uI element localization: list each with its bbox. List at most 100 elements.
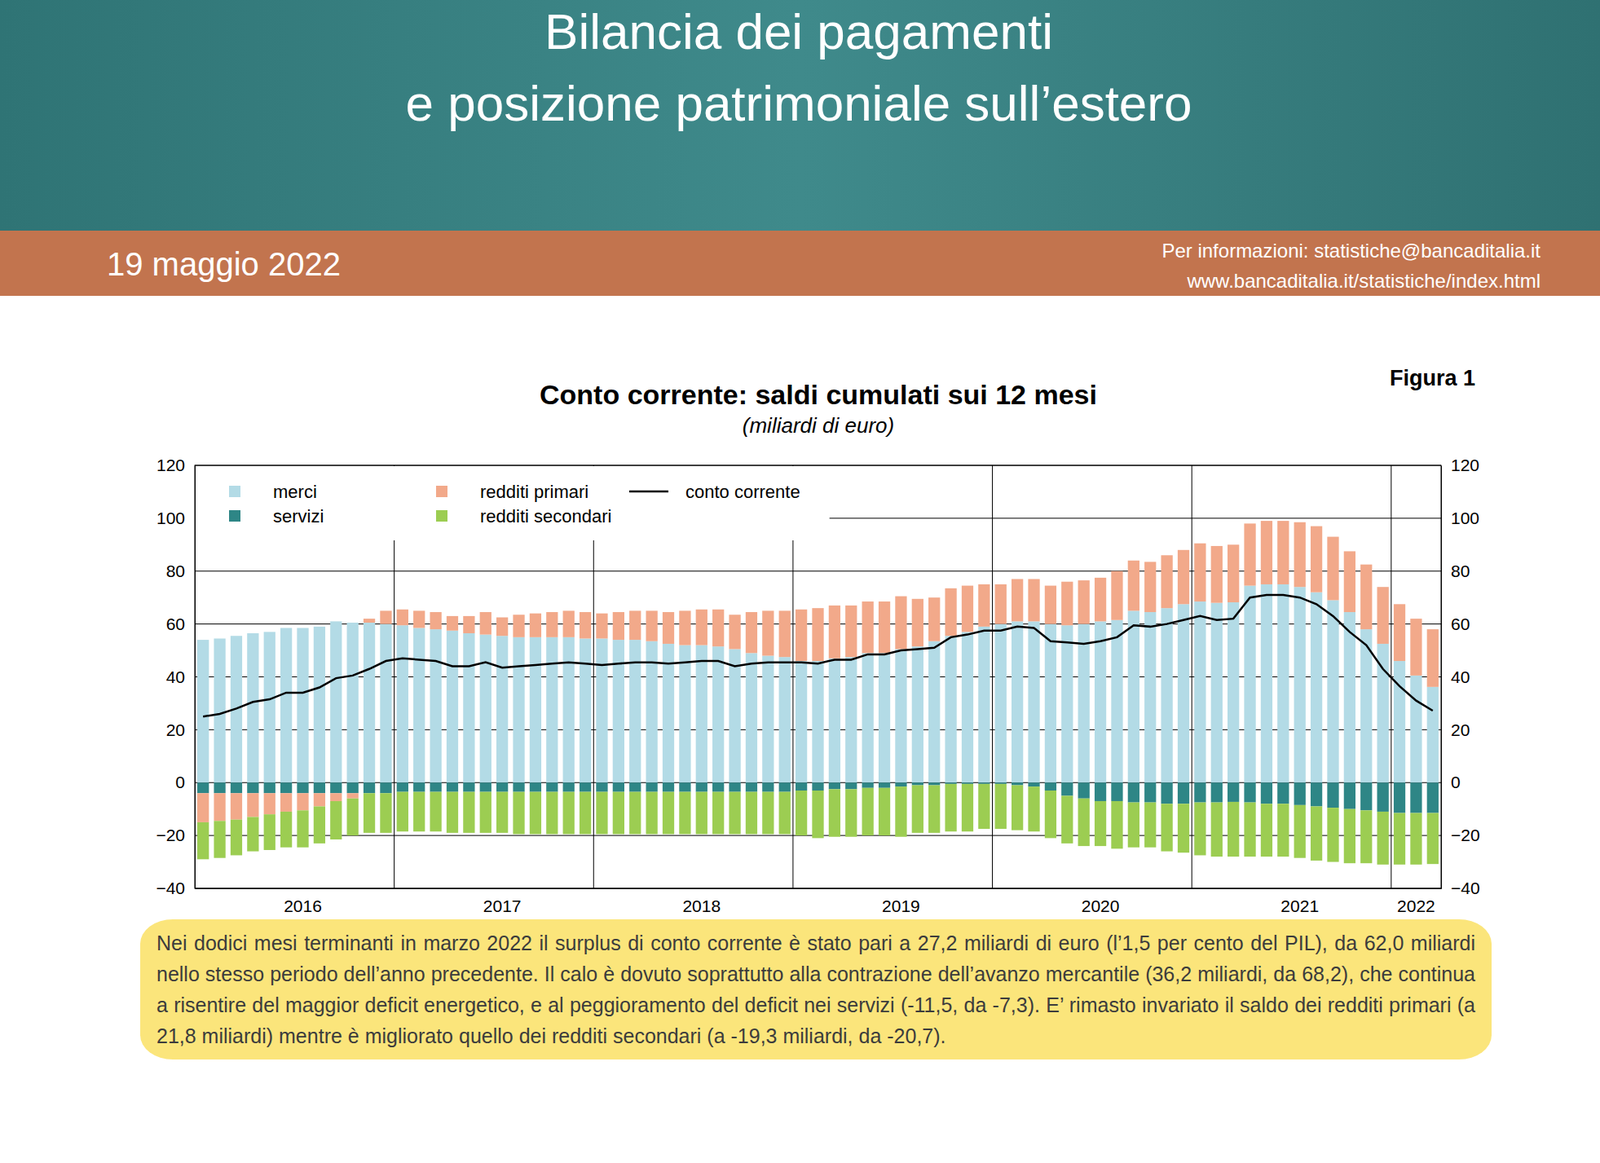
bar — [662, 782, 675, 792]
bar — [280, 627, 292, 783]
header-contact: www.bancaditalia.it/statistiche/index.ht… — [1185, 269, 1541, 292]
tick-label: 120 — [1450, 455, 1480, 475]
bar — [845, 656, 857, 783]
bar — [246, 633, 259, 783]
bar — [1410, 618, 1422, 676]
bar — [197, 822, 209, 860]
bar — [379, 782, 392, 794]
legend-label: conto corrente — [685, 481, 801, 503]
year-divider — [1191, 465, 1193, 889]
bar — [330, 793, 342, 802]
bar — [629, 782, 641, 792]
bar — [1027, 578, 1040, 622]
bar — [480, 612, 492, 635]
bar — [944, 588, 957, 636]
bar — [1211, 782, 1223, 803]
bar — [1044, 624, 1057, 784]
bar — [678, 610, 691, 645]
bar — [862, 788, 874, 836]
bar — [845, 788, 857, 837]
bar — [230, 782, 243, 794]
bar — [811, 608, 824, 662]
bar — [645, 610, 657, 641]
bar — [1360, 564, 1372, 630]
bar — [512, 782, 525, 792]
tick: 2017 — [483, 888, 522, 916]
bar — [1194, 782, 1206, 803]
bar — [928, 597, 940, 642]
bar — [1194, 543, 1206, 602]
bar — [1144, 782, 1156, 803]
tick: 0 — [175, 772, 195, 792]
bar — [961, 784, 974, 832]
tick-label: −40 — [1450, 878, 1481, 898]
grid — [194, 465, 1442, 889]
bar — [995, 784, 1007, 829]
bar — [1027, 786, 1040, 832]
bar — [1011, 782, 1023, 785]
bar — [1326, 537, 1339, 601]
bar — [246, 793, 259, 817]
tick-label: 2022 — [1397, 896, 1436, 916]
chart-subtitle: (miliardi di euro) — [742, 413, 895, 438]
tick-label: 80 — [166, 561, 186, 581]
bar — [496, 792, 508, 834]
tick: 40 — [1441, 667, 1470, 687]
tick: 2018 — [682, 888, 721, 916]
bar — [1027, 782, 1040, 787]
bar — [762, 782, 774, 792]
bar — [762, 656, 774, 784]
bar — [246, 782, 259, 794]
header-contact: Per informazioni: statistiche@bancadital… — [1161, 239, 1541, 262]
bar — [496, 617, 508, 637]
tick-label: 2020 — [1081, 896, 1120, 916]
bar — [296, 782, 309, 794]
bar — [1227, 602, 1239, 783]
bar — [296, 627, 309, 783]
bar — [1110, 571, 1123, 621]
header-title: e posizione patrimoniale sull’estero — [405, 74, 1193, 132]
bar — [811, 782, 824, 791]
bar — [1160, 608, 1173, 783]
bar — [280, 793, 292, 812]
bar — [779, 610, 791, 657]
bar — [529, 637, 542, 783]
bar — [264, 631, 276, 783]
bar — [429, 792, 441, 833]
bar — [1227, 544, 1239, 603]
tick: 100 — [1441, 508, 1480, 528]
legend-swatch — [436, 510, 448, 522]
bar — [347, 782, 359, 794]
legend-label: redditi secondari — [480, 506, 612, 527]
bar — [1177, 603, 1190, 783]
bar — [1377, 586, 1389, 644]
bar — [696, 609, 708, 646]
bar — [546, 782, 558, 792]
legend-label: redditi primari — [480, 481, 589, 503]
bar — [396, 782, 409, 792]
bar — [845, 782, 857, 789]
bar — [1360, 810, 1372, 864]
bar — [512, 614, 525, 638]
bar — [313, 626, 326, 783]
bar — [745, 792, 758, 835]
bar — [1110, 782, 1123, 802]
bar — [1294, 522, 1306, 587]
bar — [1427, 629, 1439, 688]
bar — [894, 648, 907, 783]
bar — [828, 605, 841, 659]
bar — [696, 645, 708, 784]
bar — [1243, 802, 1256, 857]
bar — [645, 792, 657, 835]
bar — [828, 788, 841, 837]
bar — [894, 596, 907, 650]
bar — [379, 793, 392, 834]
bar — [1144, 802, 1156, 848]
bar — [296, 810, 309, 847]
bar — [1294, 586, 1306, 783]
bar — [862, 782, 874, 788]
bar — [762, 792, 774, 835]
header-band — [0, 230, 1600, 296]
bar — [978, 782, 990, 785]
bar — [396, 625, 409, 783]
